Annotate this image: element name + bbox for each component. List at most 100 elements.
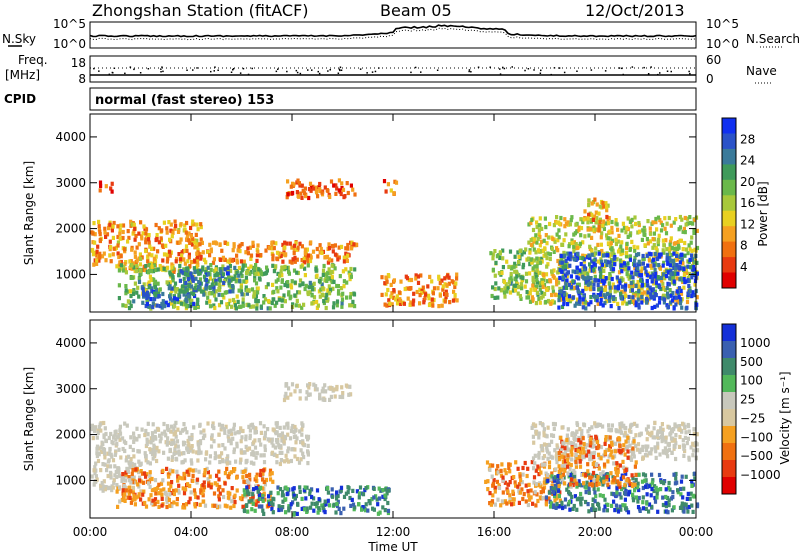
velocity-cell <box>312 508 316 513</box>
power-cell <box>681 229 685 234</box>
power-cell <box>323 185 327 190</box>
power-cell <box>653 274 657 279</box>
velocity-cell <box>304 496 308 501</box>
velocity-cell <box>303 507 307 512</box>
power-cell <box>239 271 243 276</box>
power-cell <box>105 232 110 237</box>
velocity-cell <box>544 443 549 448</box>
power-cell <box>107 226 111 231</box>
power-cell <box>531 279 536 285</box>
power-colorbar-tick: 28 <box>740 132 755 146</box>
nave-point <box>410 71 412 74</box>
velocity-cell <box>286 432 290 437</box>
power-cell <box>309 240 313 245</box>
velocity-cell <box>372 507 376 512</box>
power-cell <box>302 191 307 196</box>
nave-point <box>604 70 607 72</box>
velocity-cell <box>658 452 662 457</box>
power-cell <box>443 292 447 297</box>
power-cell <box>528 262 532 267</box>
power-cell <box>137 276 141 281</box>
power-cell <box>491 252 495 257</box>
velocity-cell <box>638 433 642 438</box>
power-cell <box>544 233 548 238</box>
velocity-cell <box>157 482 161 487</box>
velocity-cell <box>687 457 691 462</box>
station-title: Zhongshan Station (fitACF) <box>92 1 309 20</box>
velocity-cell <box>176 488 180 493</box>
power-cell <box>226 265 230 270</box>
power-cell <box>578 255 582 260</box>
power-cell <box>601 223 605 228</box>
power-cell <box>233 274 237 279</box>
power-cell <box>294 241 298 246</box>
nave-point <box>533 69 535 71</box>
velocity-cell <box>189 458 193 463</box>
velocity-cell <box>271 427 275 432</box>
power-cell <box>561 293 565 298</box>
velocity-cell <box>383 496 387 502</box>
velocity-cell <box>223 427 227 432</box>
velocity-cell <box>526 502 530 508</box>
power-cell <box>440 303 444 308</box>
power-cell <box>205 300 209 305</box>
power-cell <box>394 297 398 302</box>
power-colorbar-swatch <box>722 195 736 212</box>
power-cell <box>566 222 571 227</box>
velocity-cell <box>255 451 259 456</box>
power-cell <box>210 284 214 289</box>
power-cell <box>538 243 542 248</box>
power-cell <box>98 255 102 260</box>
power-cell <box>598 274 603 279</box>
velocity-cell <box>120 475 124 480</box>
power-cell <box>572 244 576 249</box>
velocity-cell <box>193 491 197 496</box>
velocity-cell <box>284 485 288 490</box>
power-cell <box>286 179 290 184</box>
velocity-cell <box>560 444 564 449</box>
velocity-cell <box>184 502 189 507</box>
velocity-cell <box>315 387 319 392</box>
power-cell <box>270 240 274 245</box>
power-cell <box>616 227 620 232</box>
velocity-cell <box>182 491 187 496</box>
velocity-cell <box>263 447 267 453</box>
nave-point <box>657 73 659 76</box>
power-cell <box>655 256 659 262</box>
velocity-cell <box>182 451 186 456</box>
velocity-cell <box>167 487 171 492</box>
velocity-cell <box>655 491 659 496</box>
power-cell <box>564 282 568 287</box>
power-cell <box>542 277 546 282</box>
velocity-cell <box>667 447 671 452</box>
power-cell <box>632 244 636 249</box>
velocity-cell <box>571 441 576 447</box>
velocity-cell <box>202 428 206 433</box>
velocity-cell <box>531 501 535 506</box>
velocity-cell <box>614 503 618 508</box>
power-cell <box>588 244 592 249</box>
power-cell <box>318 250 322 255</box>
power-cell <box>227 283 231 288</box>
power-cell <box>399 279 403 284</box>
power-cell <box>662 300 666 305</box>
velocity-cell <box>172 426 176 431</box>
velocity-cell <box>691 509 695 514</box>
power-cell <box>602 204 606 209</box>
velocity-cell <box>532 475 537 480</box>
power-cell <box>577 282 581 287</box>
velocity-cell <box>299 448 303 453</box>
velocity-cell <box>678 424 682 429</box>
power-cell <box>521 276 525 281</box>
velocity-cell <box>95 435 99 440</box>
power-cell <box>612 296 616 301</box>
velocity-cell <box>571 506 575 511</box>
power-cell <box>228 259 232 264</box>
power-cell <box>162 266 166 271</box>
power-cell <box>298 278 303 283</box>
nave-point <box>524 69 526 72</box>
power-cell <box>231 248 235 253</box>
power-cell <box>682 226 686 231</box>
power-cell <box>596 219 600 224</box>
velocity-cell <box>596 422 600 427</box>
